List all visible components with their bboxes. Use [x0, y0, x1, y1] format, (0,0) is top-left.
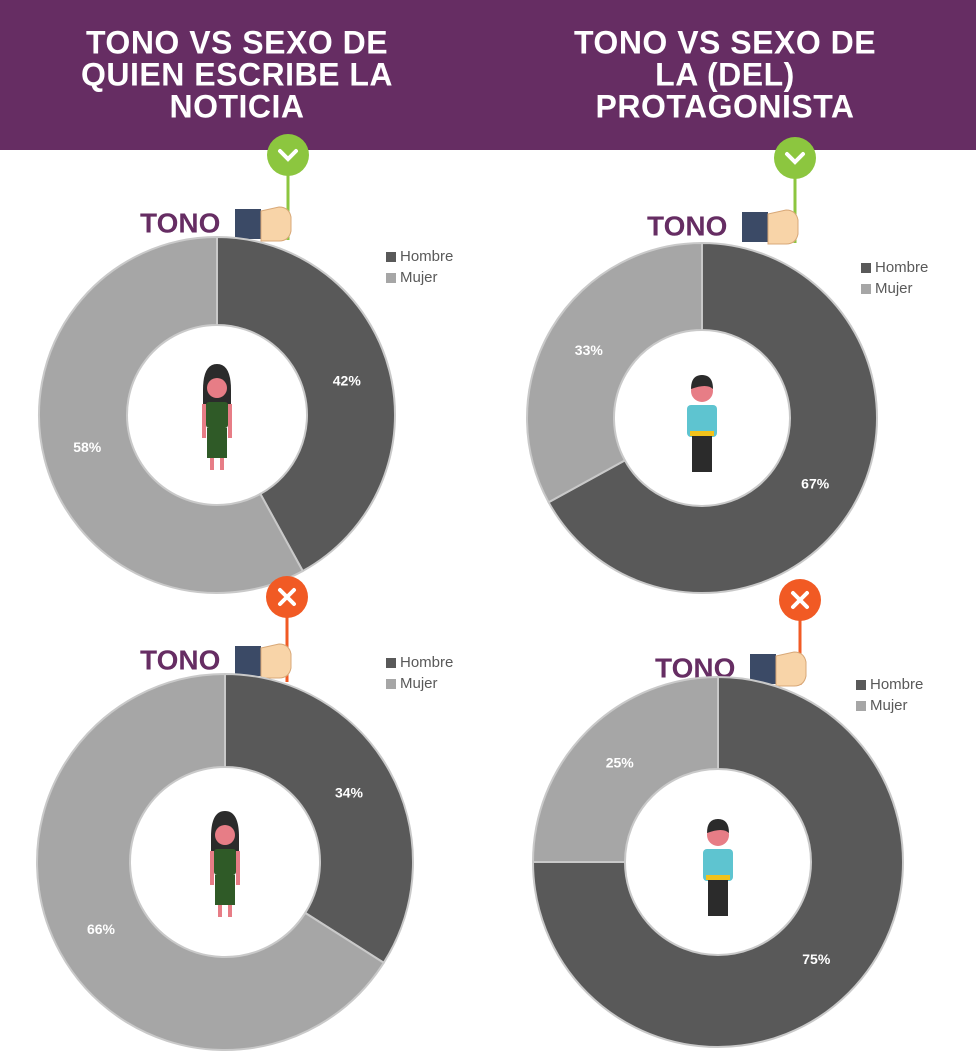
pants — [692, 436, 712, 472]
legend-swatch — [856, 680, 866, 690]
legend-label: Mujer — [875, 280, 913, 297]
donut-segment — [216, 235, 396, 573]
pants — [708, 880, 728, 916]
tono-label: TONO — [140, 207, 220, 238]
tono-label: TONO — [647, 210, 727, 241]
pin-icon — [278, 149, 298, 162]
person-icon — [703, 819, 733, 916]
data-label: 67% — [801, 476, 830, 492]
leg — [228, 905, 232, 917]
torso — [214, 849, 236, 875]
legend-swatch — [386, 679, 396, 689]
header-title-line: TONO VS SEXO DE — [574, 24, 876, 60]
legend-swatch — [386, 658, 396, 668]
legend-swatch — [861, 284, 871, 294]
leg — [218, 905, 222, 917]
hair — [707, 819, 729, 833]
leg — [210, 458, 214, 470]
header-title-line: TONO VS SEXO DE — [86, 24, 388, 60]
legend-swatch — [856, 701, 866, 711]
data-label: 75% — [802, 951, 831, 967]
pin-head — [774, 137, 816, 179]
donut-segment — [224, 672, 414, 965]
person-icon — [687, 375, 717, 472]
person-icon — [210, 811, 240, 917]
legend-label: Mujer — [400, 675, 438, 692]
shirt — [703, 849, 733, 881]
donut-segment — [526, 241, 703, 504]
screen-icon — [235, 646, 261, 676]
donut-segment — [531, 675, 719, 863]
screen-icon — [742, 212, 768, 242]
pin-head — [267, 134, 309, 176]
legend-label: Hombre — [400, 654, 453, 671]
pin-icon — [791, 591, 809, 609]
legend-label: Mujer — [400, 269, 438, 286]
data-label: 33% — [575, 342, 604, 358]
legend-swatch — [386, 252, 396, 262]
arm — [228, 404, 232, 438]
screen-icon — [235, 209, 261, 239]
pin-icon — [785, 152, 805, 165]
header-band — [0, 0, 976, 150]
shirt — [687, 405, 717, 437]
belt — [690, 431, 714, 436]
arm — [202, 404, 206, 438]
legend-label: Hombre — [875, 259, 928, 276]
hand-icon — [260, 206, 292, 242]
skirt — [207, 428, 227, 458]
pin-icon — [278, 588, 296, 606]
data-label: 42% — [333, 372, 362, 388]
donut-segment — [36, 672, 386, 1051]
tono-label: TONO — [140, 644, 220, 675]
header-title-line: PROTAGONISTA — [595, 88, 854, 124]
header-title-line: NOTICIA — [169, 88, 304, 124]
head — [207, 378, 227, 398]
legend-label: Hombre — [870, 676, 923, 693]
leg — [220, 458, 224, 470]
legend-swatch — [861, 263, 871, 273]
screen-icon — [750, 654, 776, 684]
arm — [236, 851, 240, 885]
legend-swatch — [386, 273, 396, 283]
legend-label: Hombre — [400, 248, 453, 265]
data-label: 25% — [606, 754, 635, 770]
donut-segment — [38, 235, 305, 594]
data-label: 34% — [335, 785, 364, 801]
header-title-line: LA (DEL) — [655, 56, 795, 92]
donut-segment — [531, 675, 904, 1048]
header-title-line: QUIEN ESCRIBE LA — [81, 56, 393, 92]
torso — [206, 402, 228, 428]
hand-icon — [767, 209, 799, 245]
skirt — [215, 875, 235, 905]
data-label: 58% — [73, 439, 102, 455]
data-label: 66% — [87, 921, 116, 937]
belt — [706, 875, 730, 880]
head — [215, 825, 235, 845]
hand-icon — [775, 651, 807, 687]
donut-segment — [547, 241, 878, 594]
person-icon — [202, 364, 232, 470]
hair — [691, 375, 713, 389]
legend-label: Mujer — [870, 697, 908, 714]
arm — [210, 851, 214, 885]
hand-icon — [260, 643, 292, 679]
